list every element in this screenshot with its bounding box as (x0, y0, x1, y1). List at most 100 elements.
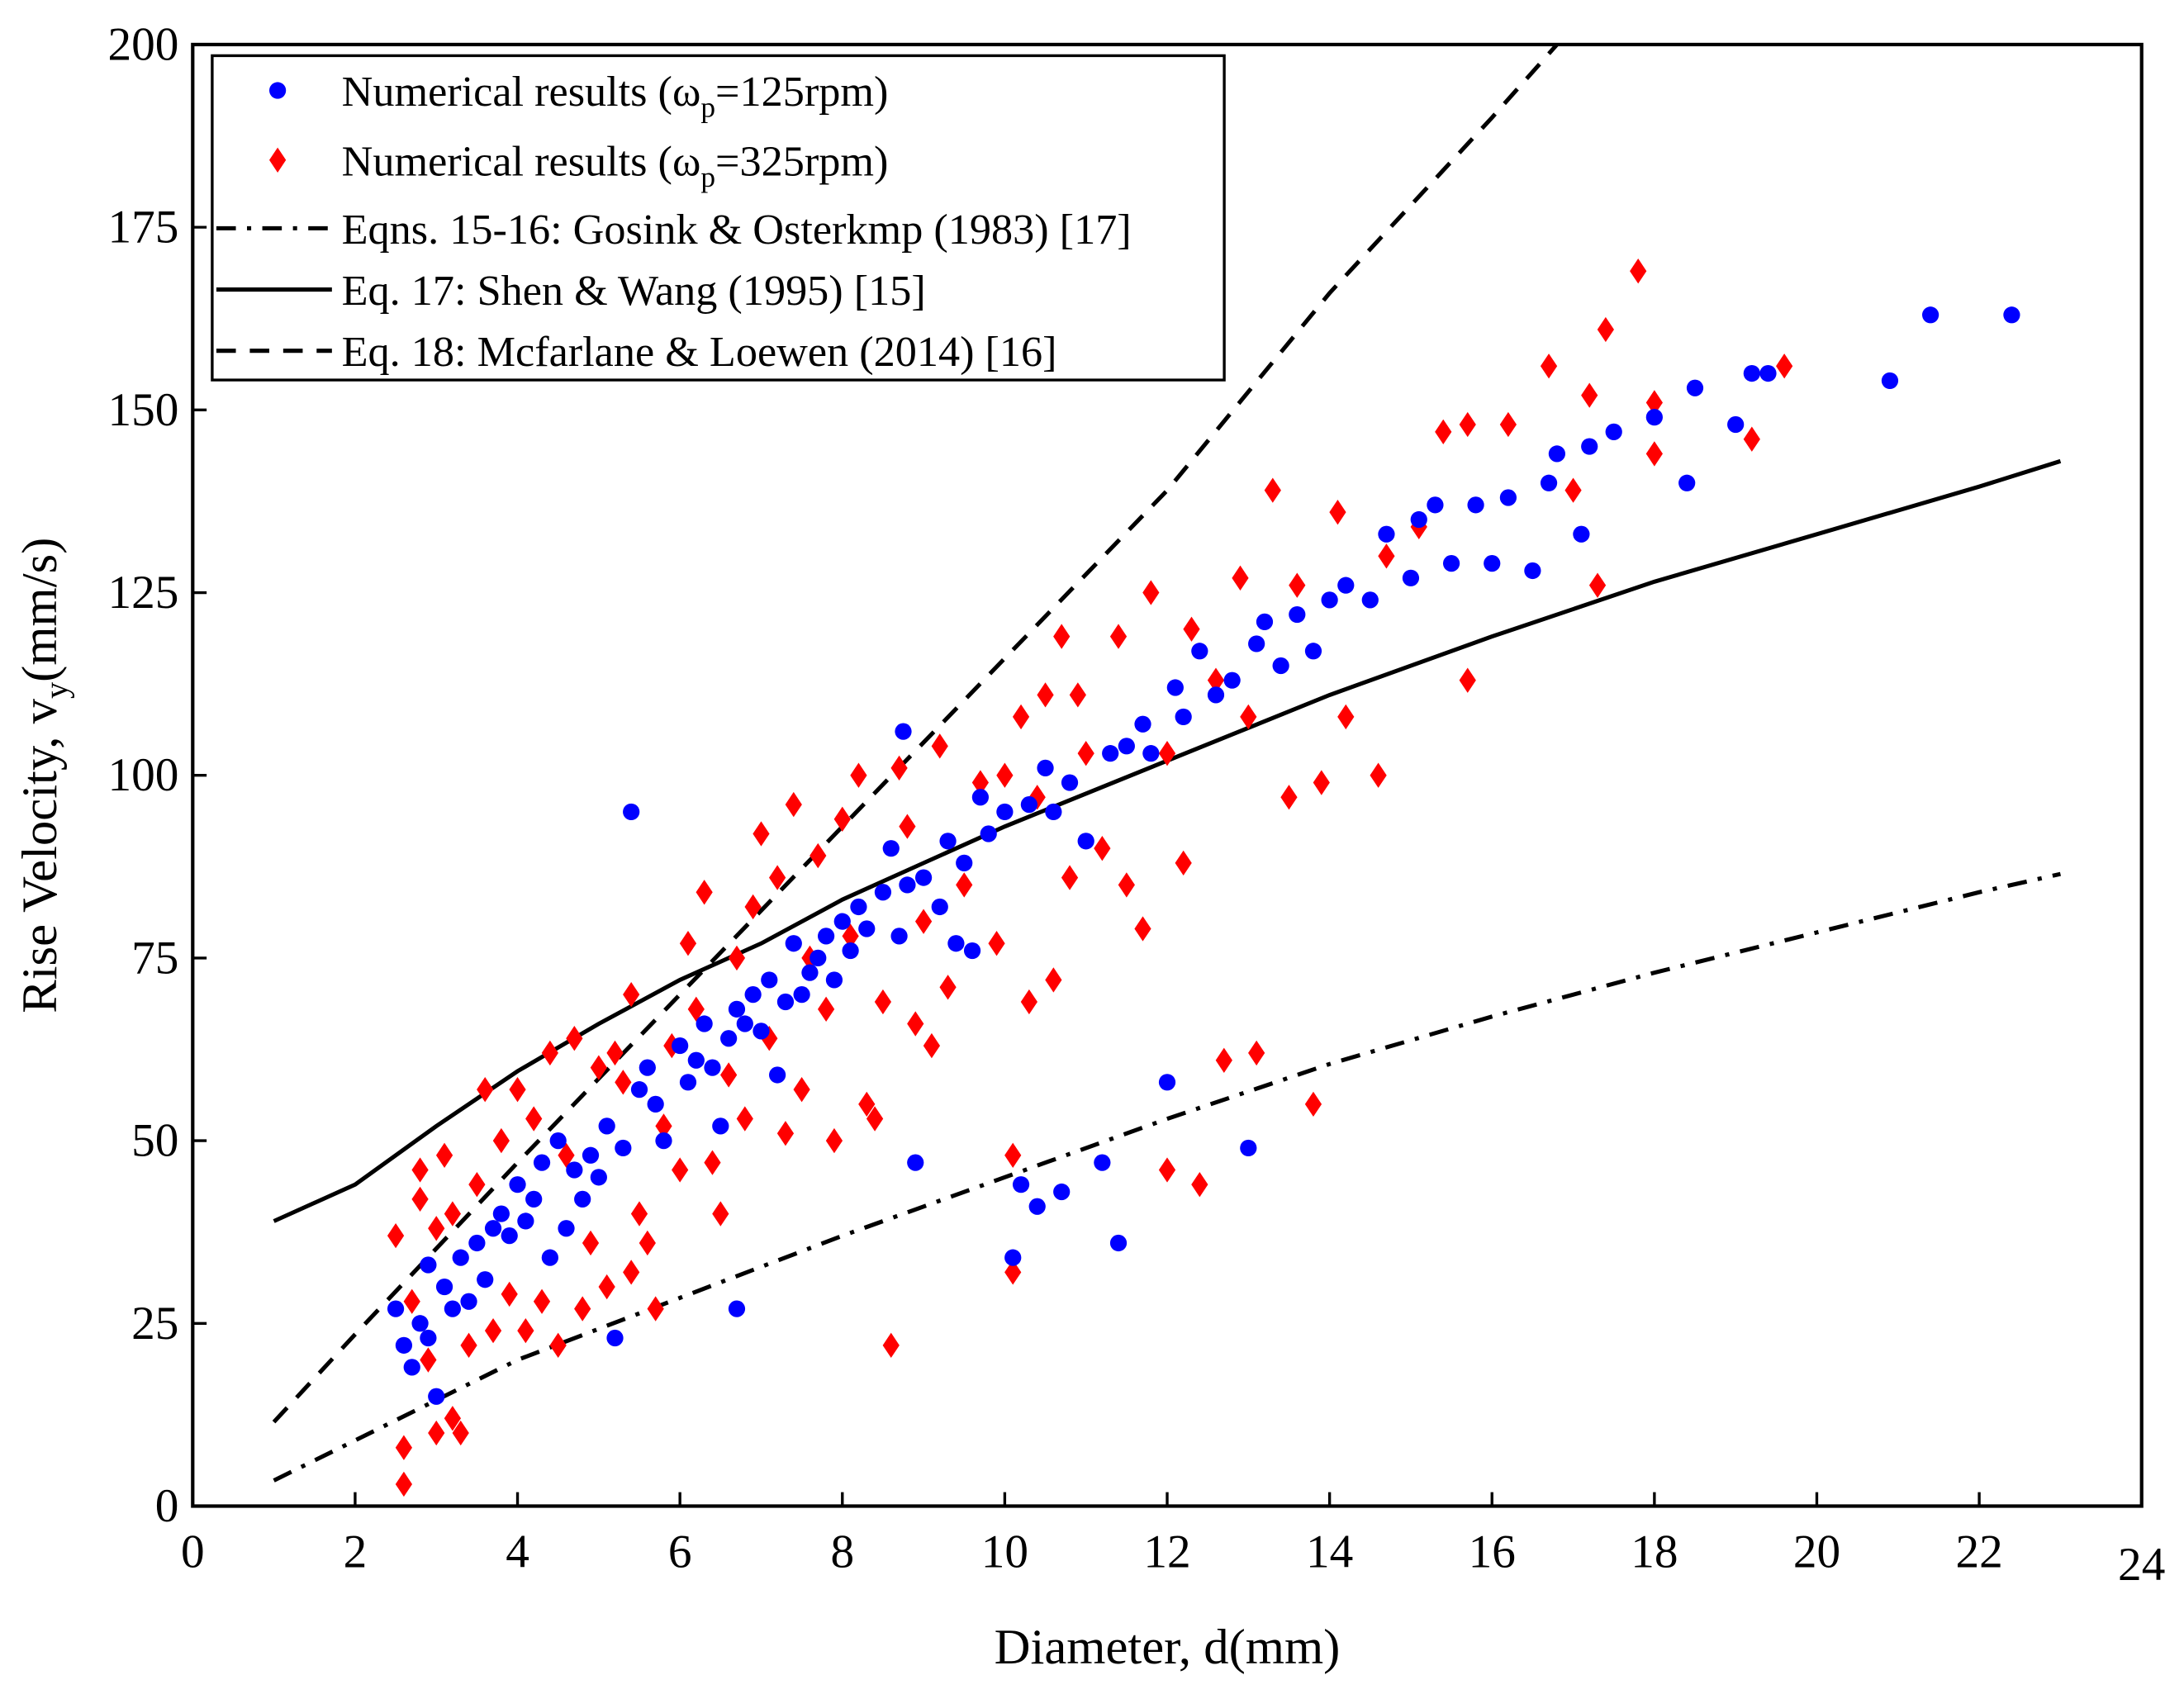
data-point-125rpm (850, 898, 867, 916)
data-point-125rpm (1134, 715, 1151, 733)
data-point-325rpm (785, 791, 802, 818)
data-point-325rpm (931, 733, 948, 759)
data-point-125rpm (679, 1074, 697, 1091)
data-point-325rpm (1289, 572, 1306, 598)
data-point-325rpm (810, 842, 827, 869)
data-point-125rpm (874, 884, 892, 901)
data-point-125rpm (895, 723, 912, 740)
data-point-325rpm (1248, 1040, 1265, 1066)
data-point-125rpm (736, 1015, 753, 1032)
data-point-125rpm (387, 1300, 405, 1317)
data-point-325rpm (1118, 872, 1135, 898)
data-point-325rpm (1540, 354, 1558, 379)
data-point-125rpm (980, 825, 997, 842)
data-point-125rpm (1028, 1198, 1046, 1215)
data-point-325rpm (639, 1230, 656, 1256)
data-point-325rpm (541, 1040, 558, 1066)
data-point-125rpm (1337, 577, 1355, 594)
data-point-125rpm (1077, 833, 1094, 850)
data-point-325rpm (1158, 740, 1176, 766)
data-point-325rpm (1370, 762, 1387, 788)
data-point-125rpm (606, 1329, 624, 1347)
data-point-125rpm (403, 1359, 420, 1376)
data-point-125rpm (882, 840, 900, 857)
x-tick-label: 16 (1469, 1526, 1516, 1578)
data-point-125rpm (452, 1249, 469, 1266)
data-point-125rpm (1581, 438, 1598, 455)
data-point-125rpm (1921, 306, 1939, 324)
x-tick-label: 14 (1306, 1526, 1353, 1578)
data-point-325rpm (793, 1076, 810, 1103)
data-point-325rpm (615, 1070, 632, 1095)
x-axis-label: Diameter, d(mm) (995, 1620, 1341, 1675)
x-tick-label: 12 (1143, 1526, 1190, 1578)
data-point-325rpm (411, 1186, 429, 1212)
data-point-125rpm (1158, 1074, 1176, 1091)
data-point-125rpm (907, 1154, 924, 1171)
data-point-325rpm (549, 1332, 567, 1359)
data-point-125rpm (615, 1139, 632, 1157)
data-point-125rpm (963, 942, 981, 960)
data-point-325rpm (1564, 477, 1582, 503)
x-tick-label: 2 (344, 1526, 368, 1578)
data-point-325rpm (1004, 1142, 1022, 1168)
data-point-125rpm (1759, 364, 1777, 382)
line-series-dashed (272, 43, 1559, 1424)
data-point-325rpm (874, 989, 892, 1015)
data-point-125rpm (801, 964, 819, 981)
data-point-325rpm (509, 1076, 526, 1103)
x-tick-label: 10 (981, 1526, 1028, 1578)
data-point-125rpm (1524, 562, 1541, 580)
data-point-125rpm (728, 1300, 746, 1317)
data-point-125rpm (1118, 738, 1135, 755)
x-tick-label: 24 (2118, 1539, 2165, 1591)
data-point-325rpm (574, 1296, 591, 1322)
data-point-325rpm (1280, 785, 1298, 810)
data-point-125rpm (1223, 671, 1241, 689)
data-point-325rpm (606, 1040, 624, 1066)
data-point-125rpm (598, 1117, 615, 1135)
data-point-325rpm (728, 945, 746, 971)
data-point-125rpm (1678, 474, 1696, 491)
data-point-325rpm (858, 1091, 876, 1117)
data-point-325rpm (420, 1347, 437, 1373)
data-point-125rpm (590, 1169, 607, 1186)
data-point-125rpm (549, 1132, 567, 1150)
data-point-325rpm (533, 1288, 551, 1314)
data-point-125rpm (1037, 759, 1054, 776)
data-point-325rpm (825, 1127, 843, 1154)
legend-label-gosink: Eqns. 15-16: Gosink & Osterkmp (1983) [1… (342, 206, 1132, 254)
x-tick-label: 20 (1793, 1526, 1840, 1578)
data-point-125rpm (1573, 525, 1590, 543)
data-point-125rpm (1240, 1139, 1257, 1157)
data-point-125rpm (1467, 496, 1484, 514)
data-point-125rpm (533, 1154, 551, 1171)
data-point-325rpm (704, 1150, 721, 1175)
data-point-325rpm (687, 996, 705, 1023)
data-point-325rpm (850, 762, 867, 788)
data-point-325rpm (1069, 682, 1086, 708)
data-point-325rpm (484, 1317, 502, 1344)
data-point-125rpm (1499, 489, 1517, 506)
data-point-325rpm (1313, 770, 1330, 795)
data-point-125rpm (420, 1256, 437, 1274)
data-point-125rpm (1248, 635, 1265, 652)
x-tick-label: 18 (1631, 1526, 1678, 1578)
data-point-325rpm (923, 1032, 941, 1059)
data-point-125rpm (931, 898, 948, 916)
data-point-325rpm (988, 931, 1005, 956)
data-point-325rpm (753, 821, 770, 847)
data-point-325rpm (907, 1011, 924, 1037)
data-point-125rpm (1427, 496, 1444, 514)
data-point-325rpm (1337, 704, 1355, 730)
data-point-325rpm (460, 1332, 477, 1359)
data-point-125rpm (1605, 423, 1622, 440)
data-point-325rpm (769, 865, 786, 890)
data-point-325rpm (679, 931, 697, 956)
data-point-125rpm (655, 1132, 672, 1150)
data-point-325rpm (1012, 704, 1030, 730)
data-point-325rpm (647, 1296, 664, 1322)
data-point-125rpm (956, 854, 973, 871)
data-point-325rpm (428, 1420, 445, 1446)
data-point-125rpm (566, 1161, 583, 1179)
